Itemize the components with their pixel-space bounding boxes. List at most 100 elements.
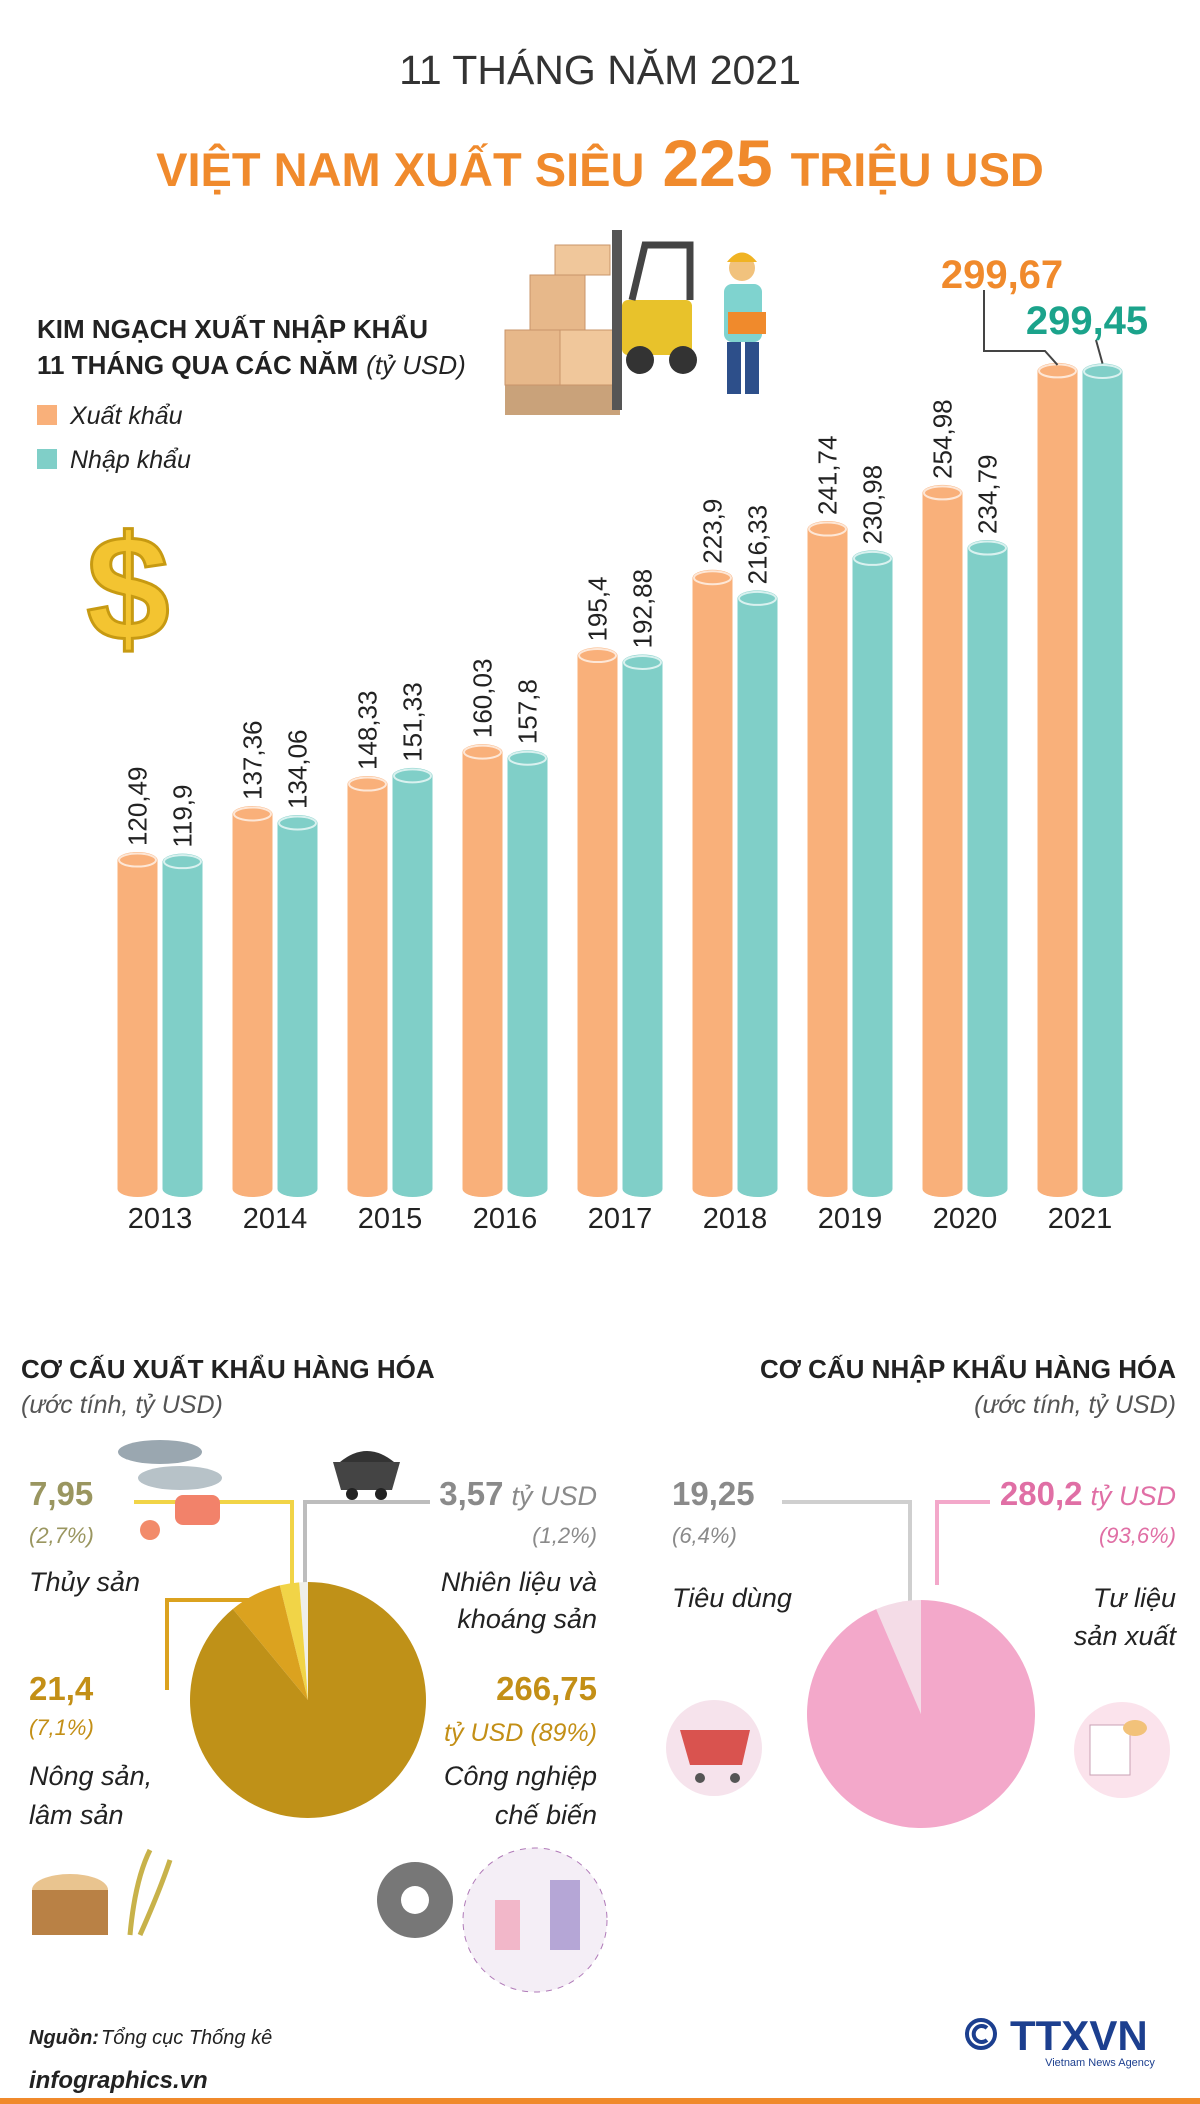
bar-cap (118, 852, 157, 868)
x-tick-label: 2019 (818, 1203, 883, 1235)
fish (118, 1440, 202, 1464)
bar-cap (923, 485, 962, 501)
bar-cap (163, 854, 202, 870)
pallet (505, 385, 620, 415)
bar-cap (693, 570, 732, 586)
bar-cap (233, 806, 272, 822)
unit-label: tỷ USD (511, 1481, 597, 1511)
value-label: 3,57 (439, 1475, 503, 1512)
share-label: (6,4%) (672, 1523, 737, 1548)
log (32, 1890, 108, 1935)
coal (340, 1451, 394, 1462)
copyright-ring (965, 2018, 997, 2050)
value-label: 137,36 (238, 720, 268, 800)
x-tick-label: 2015 (358, 1203, 423, 1235)
mast (612, 230, 622, 410)
bar-cap (348, 776, 387, 792)
pie-slice (299, 1582, 308, 1700)
box (504, 329, 561, 386)
legend-label: Nhập khẩu (70, 446, 191, 474)
pie-slice (279, 1582, 308, 1700)
bar (277, 815, 318, 1197)
value-label: 230,98 (858, 465, 888, 545)
box (559, 329, 616, 386)
value-label: 119,9 (168, 785, 198, 848)
value-label: 299,45 (1026, 299, 1148, 343)
bar (807, 521, 848, 1197)
box (554, 244, 611, 276)
bar-cap (578, 648, 617, 664)
forklift-illustration (504, 230, 697, 415)
pie-subtitle: (ước tính, tỷ USD) (974, 1391, 1176, 1419)
value-label: 151,33 (398, 682, 428, 762)
bar (462, 744, 503, 1197)
dollar-icon: $ (86, 504, 169, 672)
rice (127, 1848, 173, 1937)
bar-cap (853, 550, 892, 566)
x-tick-label: 2018 (703, 1203, 768, 1235)
bar (117, 852, 158, 1197)
roll (1089, 1724, 1131, 1776)
pie-subtitle: (ước tính, tỷ USD) (21, 1391, 223, 1419)
category-label: Nhiên liệu và (441, 1567, 597, 1597)
pie-slice (876, 1600, 921, 1714)
bar (577, 647, 618, 1197)
headline: VIỆT NAM XUẤT SIÊU 225 TRIỆU USD (156, 126, 1044, 200)
x-tick-label: 2014 (243, 1203, 308, 1235)
bar (852, 550, 893, 1197)
bar-cap (278, 815, 317, 831)
bar (1037, 362, 1078, 1198)
value-label: 19,25 (672, 1475, 755, 1512)
category-label: Thủy sản (29, 1567, 140, 1597)
unit-label: tỷ USD (1090, 1481, 1176, 1511)
value-label: 134,06 (283, 729, 313, 809)
chart-title: KIM NGẠCH XUẤT NHẬP KHẨU (37, 314, 428, 344)
x-tick-label: 2020 (933, 1203, 998, 1235)
source: Tổng cục Thống kê (101, 2027, 272, 2049)
value-label: 7,95 (29, 1475, 93, 1512)
category-label: chế biến (495, 1800, 597, 1830)
forklift-body (622, 300, 692, 355)
wheel (626, 346, 654, 374)
share-label: (2,7%) (29, 1523, 94, 1548)
value-label: 157,8 (513, 679, 543, 744)
headline-number: 225 (662, 126, 772, 200)
logo: TTXVN Vietnam News Agency (965, 2012, 1155, 2069)
shrimp (140, 1520, 160, 1540)
cart-icon (666, 1700, 762, 1796)
building (495, 1900, 520, 1950)
value-label: 216,33 (743, 505, 773, 585)
wheel (375, 1488, 387, 1500)
bar (1082, 363, 1123, 1198)
wheel (695, 1773, 705, 1783)
bar (507, 750, 548, 1197)
value-label: 280,2 (1000, 1475, 1083, 1512)
salmon (175, 1495, 220, 1525)
leader-line (983, 290, 1059, 366)
category-label: lâm sản (29, 1800, 124, 1830)
fish-icon (118, 1440, 222, 1540)
headline-after: TRIỆU USD (791, 143, 1044, 196)
category-label: sản xuất (1074, 1621, 1178, 1651)
kicker: 11 THÁNG NĂM 2021 (399, 47, 801, 93)
bar-cap (623, 654, 662, 670)
box (529, 274, 586, 331)
x-tick-label: 2017 (588, 1203, 653, 1235)
leader-line (165, 1598, 275, 1690)
chart-subtitle: 11 THÁNG QUA CÁC NĂM (37, 350, 358, 380)
pie-charts: 3,57 (1,2%) tỷ USD Nhiên liệu và khoáng sản 7… (29, 1475, 1177, 1830)
bar (232, 806, 273, 1197)
agency: Vietnam News Agency (1045, 2057, 1155, 2069)
fish (138, 1466, 222, 1490)
value-label: 223,9 (698, 499, 728, 564)
bar-chart: Xuất khẩu Nhập khẩu 2013 120,49 119,9 2014 137… (37, 253, 1148, 1235)
value-label: 266,75 (496, 1670, 597, 1707)
category-label: khoáng sản (457, 1604, 597, 1634)
cart (333, 1462, 400, 1490)
legend-swatch (37, 405, 57, 425)
bar-cap (968, 540, 1007, 556)
share-label: (1,2%) (532, 1523, 597, 1548)
legend-swatch (37, 449, 57, 469)
category-label: Công nghiệp (444, 1761, 597, 1791)
bar (922, 484, 963, 1197)
